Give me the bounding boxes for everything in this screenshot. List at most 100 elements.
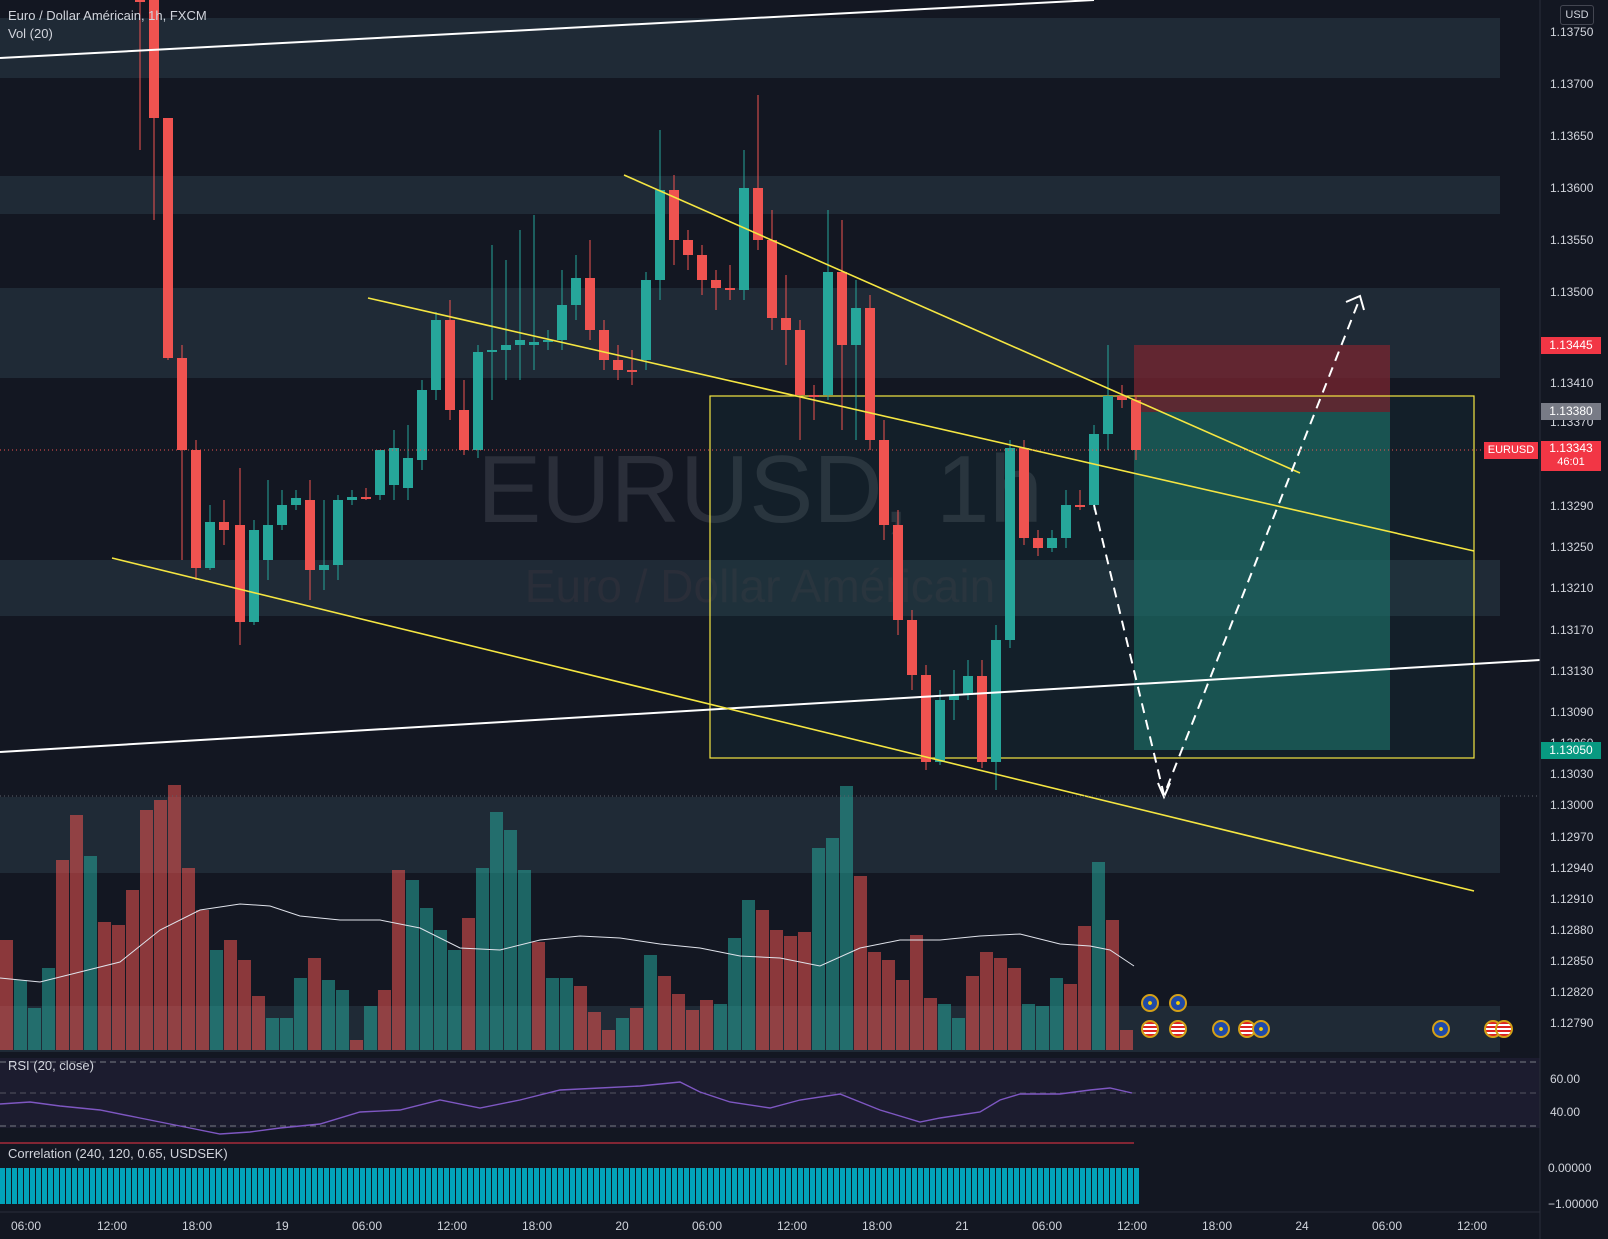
volume-bar [1106, 920, 1119, 1050]
candle-body [823, 272, 833, 395]
volume-bar [196, 910, 209, 1050]
candle-body [711, 280, 721, 288]
candle-body [683, 240, 693, 255]
candle-body [697, 255, 707, 280]
correlation-bar [198, 1168, 203, 1204]
price-tick-label: 1.12790 [1550, 1016, 1594, 1030]
rsi-legend[interactable]: RSI (20, close) [8, 1058, 94, 1073]
correlation-bar [642, 1168, 647, 1204]
position-tool[interactable] [1134, 345, 1390, 750]
watermark-ticker: EURUSD, 1h [477, 436, 1043, 543]
current-price-label: 1.13343 46:01 [1541, 441, 1601, 471]
correlation-bar [996, 1168, 1001, 1204]
eu-flag-icon[interactable] [1252, 1020, 1270, 1038]
volume-bar [616, 1018, 629, 1050]
us-flag-icon[interactable] [1141, 1020, 1159, 1038]
volume-bar [406, 880, 419, 1050]
yellow-trendline-c[interactable] [111, 557, 1475, 892]
eu-flag-icon[interactable] [1141, 994, 1159, 1012]
correlation-bar [6, 1168, 11, 1204]
candle-body [1103, 396, 1113, 434]
candles [135, 0, 1141, 790]
target-price-label: 1.13050 [1541, 742, 1601, 759]
price-tick-label: 1.13600 [1550, 181, 1594, 195]
price-tick-label: 1.13290 [1550, 499, 1594, 513]
correlation-bar [840, 1168, 845, 1204]
eu-flag-icon[interactable] [1212, 1020, 1230, 1038]
volume-bar [546, 978, 559, 1050]
correlation-bar [60, 1168, 65, 1204]
currency-button[interactable]: USD [1560, 5, 1594, 25]
volume-legend[interactable]: Vol (20) [8, 26, 53, 41]
correlation-bar [324, 1168, 329, 1204]
volume-bar [392, 870, 405, 1050]
time-axis[interactable]: 06:00 12:00 18:00 19 06:00 12:00 18:00 20 06:00 1… [0, 1211, 1540, 1233]
correlation-bar [420, 1168, 425, 1204]
correlation-bar [1026, 1168, 1031, 1204]
correlation-bar [354, 1168, 359, 1204]
correlation-bar [78, 1168, 83, 1204]
price-tick-label: 1.13170 [1550, 623, 1594, 637]
volume-bar [896, 980, 909, 1050]
candle-body [403, 458, 413, 488]
volume-bar [812, 848, 825, 1050]
correlation-bar [942, 1168, 947, 1204]
lower-white-trendline[interactable] [0, 659, 1541, 753]
candle-body [613, 360, 623, 370]
volume-bar [168, 785, 181, 1050]
upper-white-trendline[interactable] [0, 0, 1095, 59]
correlation-bar [462, 1168, 467, 1204]
yellow-trendline-b[interactable] [367, 297, 1475, 552]
volume-bar [826, 838, 839, 1050]
time-tick-label: 06:00 [11, 1219, 41, 1233]
correlation-bar [474, 1168, 479, 1204]
us-flag-icon[interactable] [1495, 1020, 1513, 1038]
price-axis[interactable]: 1.13750 1.13700 1.13650 1.13600 1.13550 1.135… [1539, 0, 1608, 1239]
volume-bar [952, 1018, 965, 1050]
correlation-bar [54, 1168, 59, 1204]
eu-flag-icon[interactable] [1432, 1020, 1450, 1038]
correlation-bars [0, 1168, 1139, 1204]
candle-body [977, 676, 987, 762]
correlation-bar [450, 1168, 455, 1204]
volume-bar [378, 990, 391, 1050]
rsi-tick-label: 60.00 [1550, 1072, 1580, 1086]
correlation-bar [630, 1168, 635, 1204]
volume-bar [518, 870, 531, 1050]
yellow-trendline-a[interactable] [623, 174, 1301, 474]
candle-body [361, 497, 371, 499]
price-tick-label: 1.13210 [1550, 581, 1594, 595]
correlation-bar [66, 1168, 71, 1204]
volume-bar [420, 908, 433, 1050]
time-tick-label: 06:00 [692, 1219, 722, 1233]
time-tick-label: 12:00 [1117, 1219, 1147, 1233]
correlation-bar [390, 1168, 395, 1204]
candle-body [767, 240, 777, 318]
correlation-bar [882, 1168, 887, 1204]
correlation-bar [768, 1168, 773, 1204]
time-tick-label: 18:00 [1202, 1219, 1232, 1233]
correlation-bar [510, 1168, 515, 1204]
correlation-bar [288, 1168, 293, 1204]
symbol-legend[interactable]: Euro / Dollar Américain, 1h, FXCM [8, 8, 207, 23]
correlation-legend[interactable]: Correlation (240, 120, 0.65, USDSEK) [8, 1146, 228, 1161]
candle-body [585, 278, 595, 330]
volume-bar [280, 1018, 293, 1050]
eu-flag-icon[interactable] [1169, 994, 1187, 1012]
price-tick-label: 1.13550 [1550, 233, 1594, 247]
correlation-bar [378, 1168, 383, 1204]
correlation-bar [714, 1168, 719, 1204]
correlation-bar [126, 1168, 131, 1204]
candle-body [543, 340, 553, 342]
correlation-bar [30, 1168, 35, 1204]
correlation-bar [936, 1168, 941, 1204]
correlation-bar [48, 1168, 53, 1204]
volume-bar [700, 1000, 713, 1050]
candle-body [1005, 448, 1015, 640]
time-tick-label: 18:00 [182, 1219, 212, 1233]
rsi-pane[interactable] [0, 1058, 1540, 1135]
projection-path[interactable] [1093, 294, 1365, 800]
us-flag-icon[interactable] [1169, 1020, 1187, 1038]
volume-bar [308, 958, 321, 1050]
